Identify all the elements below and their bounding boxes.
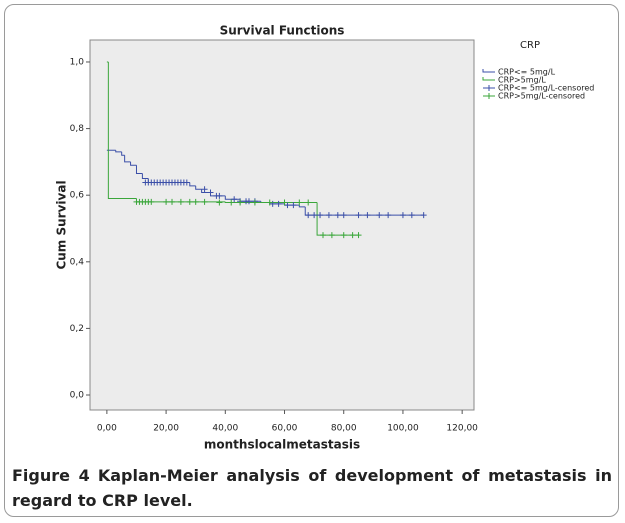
censor-mark (420, 212, 427, 219)
caption-label: Figure 4 (12, 466, 90, 485)
caption-text: Kaplan-Meier analysis of development of … (12, 466, 612, 510)
survival-step (107, 61, 137, 200)
censor-mark (169, 198, 176, 205)
censor-mark (325, 212, 332, 219)
x-axis-label: monthslocalmetastasis (204, 438, 360, 452)
censor-mark (296, 199, 303, 206)
legend-swatch (482, 77, 495, 81)
censor-mark (305, 199, 312, 206)
censor-mark (163, 198, 170, 205)
legend-swatch (482, 69, 495, 73)
legend-label: CRP<= 5mg/L (498, 68, 556, 77)
censor-mark (408, 212, 415, 219)
censor-mark (251, 199, 258, 206)
x-tick-label: 100,00 (387, 424, 419, 434)
caption: Figure 4 Kaplan-Meier analysis of develo… (12, 463, 612, 513)
survival-step (115, 150, 122, 153)
survival-step (298, 205, 306, 208)
survival-step (121, 151, 125, 156)
censor-mark (385, 212, 392, 219)
legend-title: CRP (520, 40, 540, 51)
censor-mark (201, 186, 208, 193)
censor-mark (266, 199, 273, 206)
censor-mark (148, 198, 155, 205)
censor-mark (186, 198, 193, 205)
y-tick-label: 0,0 (70, 391, 85, 401)
chart: Survival Functions monthslocalmetastasis… (55, 24, 595, 452)
legend-label: CRP>5mg/L-censored (498, 92, 585, 101)
y-axis-label: Cum Survival (55, 180, 69, 269)
censor-mark (355, 212, 362, 219)
censor-mark (340, 232, 347, 239)
censor-mark (317, 212, 324, 219)
survival-step (195, 185, 202, 190)
censor-mark (328, 232, 335, 239)
chart-title: Survival Functions (220, 24, 345, 38)
legend-label: CRP<= 5mg/L-censored (498, 84, 594, 93)
censor-mark (201, 198, 208, 205)
plot-area (89, 39, 475, 411)
censor-mark (231, 196, 238, 203)
survival-step (124, 155, 131, 163)
censor-mark (284, 202, 291, 209)
survival-step (189, 182, 196, 187)
legend-swatch (483, 93, 495, 99)
x-tick-label: 60,00 (272, 424, 298, 434)
censor-mark (334, 212, 341, 219)
censor-mark (269, 200, 276, 207)
legend-swatch (483, 85, 495, 91)
survival-step (130, 161, 137, 166)
censor-mark (275, 200, 282, 207)
censor-mark (399, 212, 406, 219)
x-tick-label: 0,00 (97, 424, 117, 434)
censor-mark (216, 199, 223, 206)
x-tick-label: 20,00 (153, 424, 179, 434)
y-tick-label: 0,6 (70, 191, 85, 201)
y-tick-label: 0,2 (70, 324, 84, 334)
figure-frame (4, 4, 619, 517)
survival-step (135, 165, 143, 175)
censor-mark (207, 189, 214, 196)
censor-mark (311, 212, 318, 219)
censor-mark (340, 212, 347, 219)
censor-mark (355, 232, 362, 239)
censor-mark (364, 212, 371, 219)
censor-mark (376, 212, 383, 219)
y-tick-label: 0,4 (70, 257, 85, 267)
censor-mark (281, 199, 288, 206)
censor-mark (177, 198, 184, 205)
censor-mark (349, 232, 356, 239)
censor-mark (290, 202, 297, 209)
survival-step (141, 173, 149, 180)
censor-mark (237, 199, 244, 206)
x-tick-label: 120,00 (446, 424, 478, 434)
censor-mark (305, 212, 312, 219)
censor-mark (245, 198, 252, 205)
censor-mark (228, 199, 235, 206)
censor-mark (216, 192, 223, 199)
censor-mark (192, 198, 199, 205)
censor-mark (183, 179, 190, 186)
censor-mark (320, 232, 327, 239)
x-tick-label: 40,00 (212, 424, 238, 434)
x-tick-label: 80,00 (331, 424, 357, 434)
y-tick-label: 1,0 (70, 57, 85, 67)
y-tick-label: 0,8 (70, 124, 85, 134)
legend-label: CRP>5mg/L (498, 76, 546, 85)
